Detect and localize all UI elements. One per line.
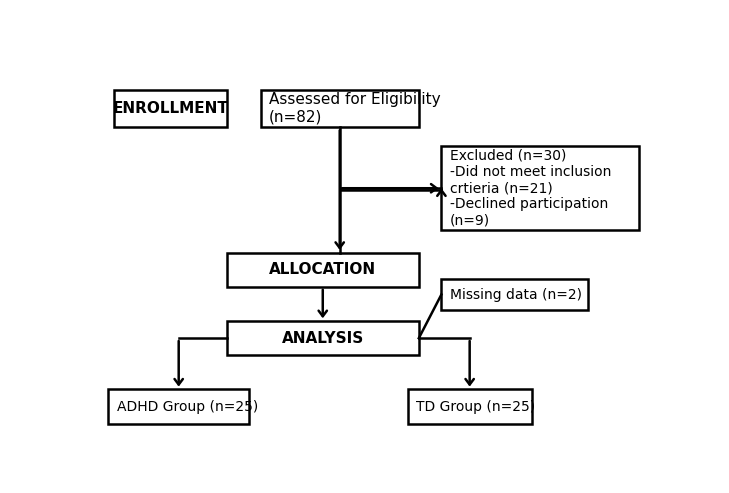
Text: Excluded (n=30)
-Did not meet inclusion
crtieria (n=21)
-Declined participation
: Excluded (n=30) -Did not meet inclusion …: [450, 149, 611, 228]
Text: ENROLLMENT: ENROLLMENT: [112, 101, 228, 116]
Text: Missing data (n=2): Missing data (n=2): [450, 287, 582, 302]
FancyBboxPatch shape: [442, 146, 639, 230]
FancyBboxPatch shape: [108, 389, 249, 423]
Text: ALLOCATION: ALLOCATION: [269, 262, 376, 278]
FancyBboxPatch shape: [227, 253, 418, 287]
FancyBboxPatch shape: [408, 389, 532, 423]
FancyBboxPatch shape: [442, 280, 588, 310]
Text: ANALYSIS: ANALYSIS: [281, 331, 364, 346]
FancyBboxPatch shape: [114, 90, 227, 128]
Text: Assessed for Eligibility
(n=82): Assessed for Eligibility (n=82): [269, 92, 441, 125]
Text: ADHD Group (n=25): ADHD Group (n=25): [117, 399, 258, 414]
FancyBboxPatch shape: [261, 90, 418, 128]
FancyBboxPatch shape: [227, 321, 418, 355]
Text: TD Group (n=25): TD Group (n=25): [416, 399, 535, 414]
